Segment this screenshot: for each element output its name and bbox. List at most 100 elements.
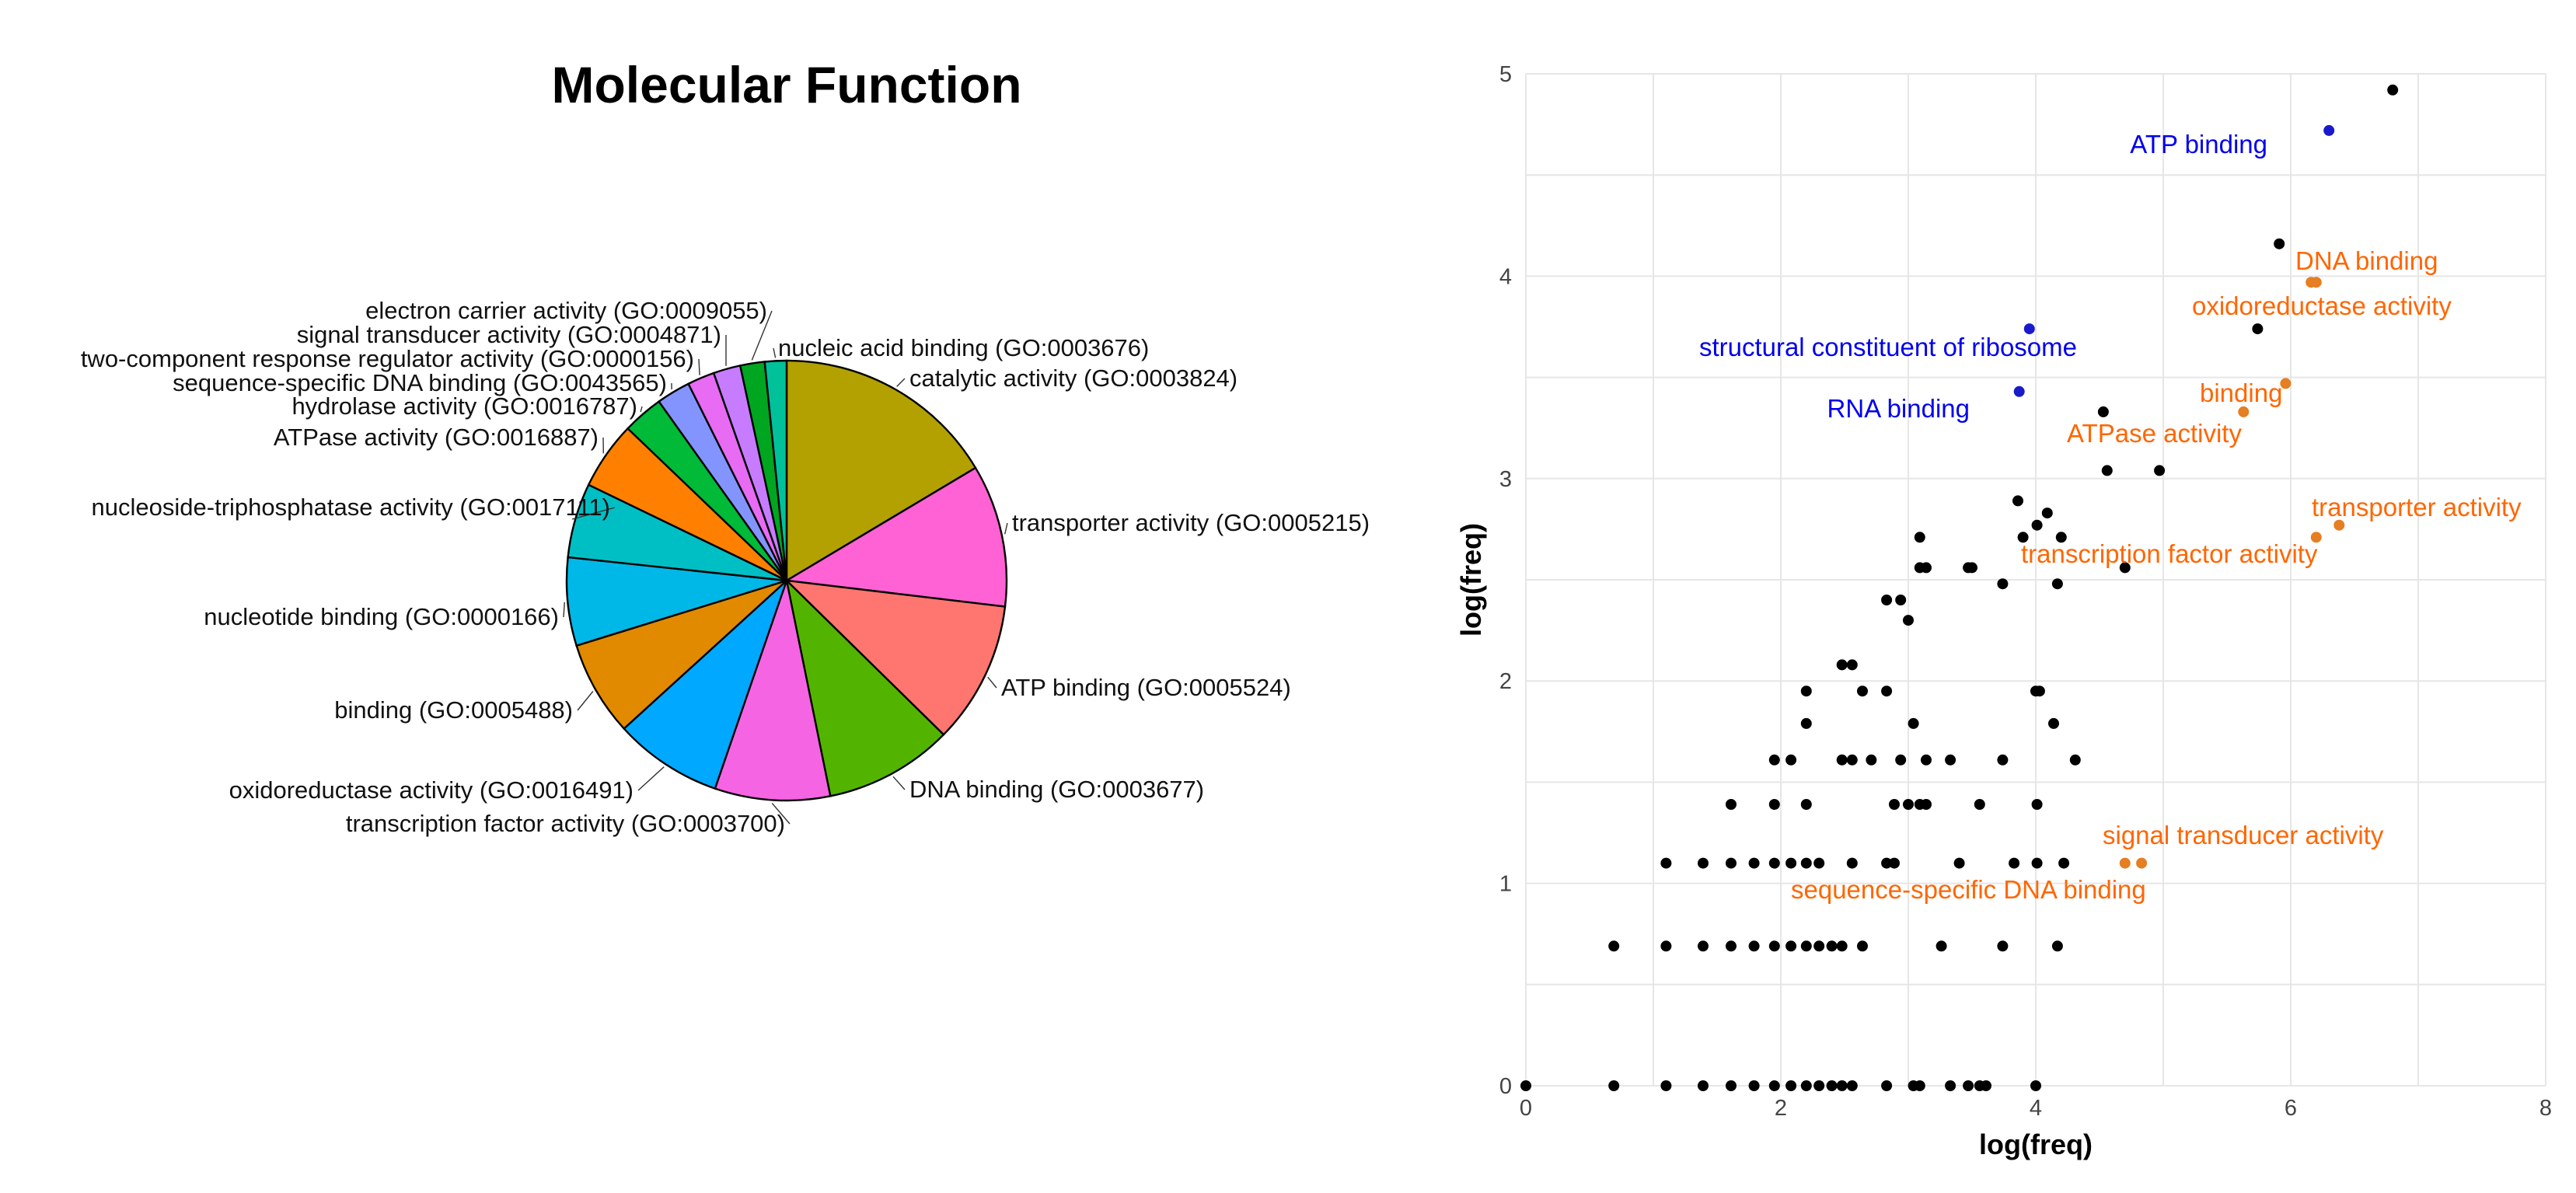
pie-label-sequence-specific-dna-binding: sequence-specific DNA binding (GO:004356… [173, 369, 667, 396]
scatter-point [1748, 857, 1760, 869]
scatter-point [2154, 465, 2166, 476]
pie-label-dna-binding: DNA binding (GO:0003677) [909, 776, 1204, 803]
scatter-point [1768, 857, 1780, 869]
scatter-point [1813, 857, 1825, 869]
highlighted-point-structural-constituent-of-ribosome [2023, 323, 2035, 335]
scatter-point [1997, 578, 2009, 590]
pie-leader-line [698, 358, 700, 375]
pie-label-atp-binding: ATP binding (GO:0005524) [1001, 674, 1291, 701]
scatter-point [1914, 532, 1925, 543]
pie-label-nucleic-acid-binding: nucleic acid binding (GO:0003676) [778, 334, 1149, 361]
point-label-signal-transducer-activity: signal transducer activity [2103, 821, 2384, 849]
pie-label-hydrolase-activity: hydrolase activity (GO:0016787) [291, 392, 637, 420]
point-label-atpase-activity: ATPase activity [2067, 419, 2242, 448]
point-label-oxidoreductase-activity: oxidoreductase activity [2192, 291, 2452, 320]
scatter-point [1866, 754, 1877, 766]
scatter-point [1785, 1080, 1797, 1091]
pie-slice-binding [575, 579, 787, 731]
highlighted-point-transcription-factor-activity [2310, 532, 2322, 543]
scatter-point [1935, 940, 1947, 952]
scatter-point [1836, 659, 1848, 671]
point-label-transporter-activity: transporter activity [2312, 493, 2522, 522]
scatter-points [1520, 84, 2399, 1091]
pie-leader-line [773, 347, 777, 358]
scatter-point [1768, 799, 1780, 810]
point-label-dna-binding: DNA binding [2295, 246, 2438, 275]
pie-label-two-component-response-regulator-activity: two-component response regulator activit… [81, 345, 694, 372]
scatter-point [2048, 717, 2059, 729]
highlighted-point-signal-transducer-activity [2136, 857, 2148, 869]
scatter-point [1698, 940, 1709, 952]
scatter-point [1921, 799, 1932, 810]
scatter-point [1997, 940, 2009, 952]
scatter-point [1608, 1080, 1620, 1091]
scatter-point [2274, 238, 2285, 249]
scatter-point [1846, 857, 1858, 869]
pie-slice-oxidoreductase-activity [623, 580, 788, 790]
highlighted-point-rna-binding [2013, 385, 2025, 397]
point-label-transcription-factor-activity: transcription factor activity [2021, 539, 2318, 568]
scatter-point [2097, 406, 2109, 417]
scatter-point [1908, 717, 1919, 729]
scatter-point [1903, 799, 1914, 810]
pie-slice-atp-binding [784, 579, 1007, 736]
y-tick-label: 4 [1499, 264, 1512, 289]
point-label-structural-constituent-of-ribosome: structural constituent of ribosome [1699, 333, 2077, 361]
y-tick-label: 5 [1499, 62, 1512, 87]
scatter-point [1813, 940, 1825, 952]
scatter-point [1800, 1080, 1812, 1091]
y-axis-title: log(freq) [1455, 523, 1487, 637]
scatter-point [1800, 799, 1812, 810]
scatter-point [1953, 857, 1965, 869]
scatter-point [1520, 1080, 1531, 1091]
scatter-point [2009, 857, 2020, 869]
scatter-point [1768, 1080, 1780, 1091]
scatter-point [1660, 857, 1672, 869]
pie-label-binding: binding (GO:0005488) [334, 696, 573, 724]
scatter-point [1895, 595, 1907, 605]
x-tick-label: 8 [2539, 1096, 2552, 1121]
pie-slice-transporter-activity [784, 466, 1008, 608]
x-tick-label: 2 [1775, 1096, 1787, 1121]
scatter-point [2051, 578, 2063, 590]
scatter-point [1945, 754, 1956, 766]
pie-chart-panel: Molecular Function catalytic activity (G… [81, 56, 1370, 837]
scatter-point [1967, 562, 1977, 574]
scatter-point [1836, 754, 1848, 766]
scatter-point [2101, 465, 2113, 476]
y-tick-label: 2 [1499, 669, 1512, 694]
scatter-point [1921, 562, 1932, 574]
scatter-point [1921, 754, 1932, 766]
scatter-point [2031, 799, 2043, 810]
scatter-point [1748, 940, 1760, 952]
scatter-point [1846, 659, 1858, 671]
scatter-point [1997, 754, 2009, 766]
scatter-point [1608, 940, 1620, 952]
scatter-point [1889, 799, 1900, 810]
scatter-point [1857, 940, 1868, 952]
scatter-point [1895, 754, 1907, 766]
scatter-point [1974, 799, 1985, 810]
pie-leader-line [577, 691, 594, 711]
scatter-point [1836, 940, 1848, 952]
highlighted-point-atpase-activity [2238, 406, 2250, 417]
scatter-point [2017, 532, 2029, 543]
pie-leader-line [637, 766, 665, 791]
x-tick-label: 0 [1520, 1096, 1532, 1121]
scatter-point [2030, 1080, 2041, 1091]
pie-slice-transcription-factor-activity [714, 577, 832, 802]
scatter-point [2031, 857, 2043, 869]
scatter-point [1836, 1080, 1848, 1091]
pie-chart-title: Molecular Function [551, 56, 1021, 113]
pie-leader-lines [563, 310, 1008, 825]
scatter-point-labels: ATP binding structural constituent of rib… [1699, 130, 2522, 904]
highlighted-point-atp-binding [2323, 124, 2335, 136]
scatter-point [1785, 857, 1797, 869]
scatter-point [1963, 1080, 1974, 1091]
scatter-point [1826, 1080, 1838, 1091]
pie-label-electron-carrier-activity: electron carrier activity (GO:0009055) [365, 297, 767, 324]
scatter-point [2033, 685, 2045, 697]
scatter-point [1889, 857, 1900, 869]
scatter-point [2031, 519, 2043, 531]
